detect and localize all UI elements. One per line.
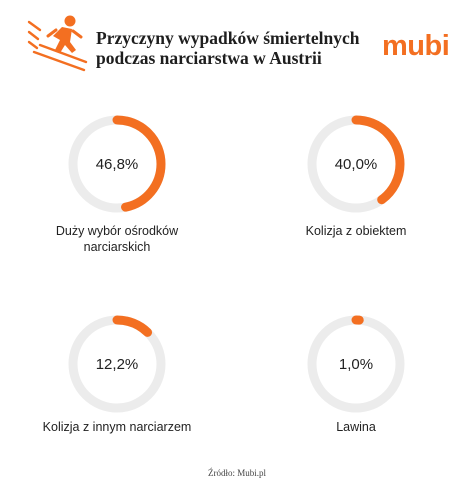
donut-category-line-2: narciarskich	[83, 240, 151, 254]
donut-category-line-1: Lawina	[336, 420, 376, 434]
donut-value-arc	[307, 315, 405, 413]
donut-value-label: 46,8%	[95, 155, 139, 173]
donut-category-label: Lawina	[256, 419, 456, 435]
donut-svg	[307, 115, 405, 213]
donut-category-line-1: Kolizja z innym narciarzem	[42, 420, 192, 434]
source-note: Źródło: Mubi.pl	[208, 468, 266, 478]
donut-value-arc	[68, 315, 166, 413]
donut-category-label: Kolizja z obiektem	[256, 223, 456, 239]
donut-category-label: Kolizja z innym narciarzem	[17, 419, 217, 435]
page-title: Przyczyny wypadków śmiertelnych podczas …	[96, 28, 376, 68]
title-line-1: Przyczyny wypadków śmiertelnych	[96, 28, 360, 48]
donut-value-label: 40,0%	[334, 155, 378, 173]
title-line-2: podczas narciarstwa w Austrii	[96, 48, 322, 68]
skier-icon	[27, 15, 88, 72]
donut-category-line-1: Kolizja z obiektem	[305, 224, 407, 238]
donut-3: 12,2%	[66, 313, 168, 415]
donut-svg	[307, 315, 405, 413]
brand-logo: mubi	[382, 30, 450, 62]
donut-2: 40,0%	[305, 113, 407, 215]
donut-category-line-1: Duży wybór ośrodków	[55, 224, 179, 238]
donut-4: 1,0%	[305, 313, 407, 415]
donut-value-label: 12,2%	[95, 355, 139, 373]
donut-value-arc	[68, 115, 166, 213]
donut-1: 46,8%	[66, 113, 168, 215]
donut-value-arc	[307, 115, 405, 213]
donut-value-label: 1,0%	[338, 355, 374, 373]
donut-svg	[68, 315, 166, 413]
donut-svg	[68, 115, 166, 213]
header: Przyczyny wypadków śmiertelnych podczas …	[0, 0, 474, 80]
donut-category-label: Duży wybór ośrodków narciarskich	[17, 223, 217, 255]
